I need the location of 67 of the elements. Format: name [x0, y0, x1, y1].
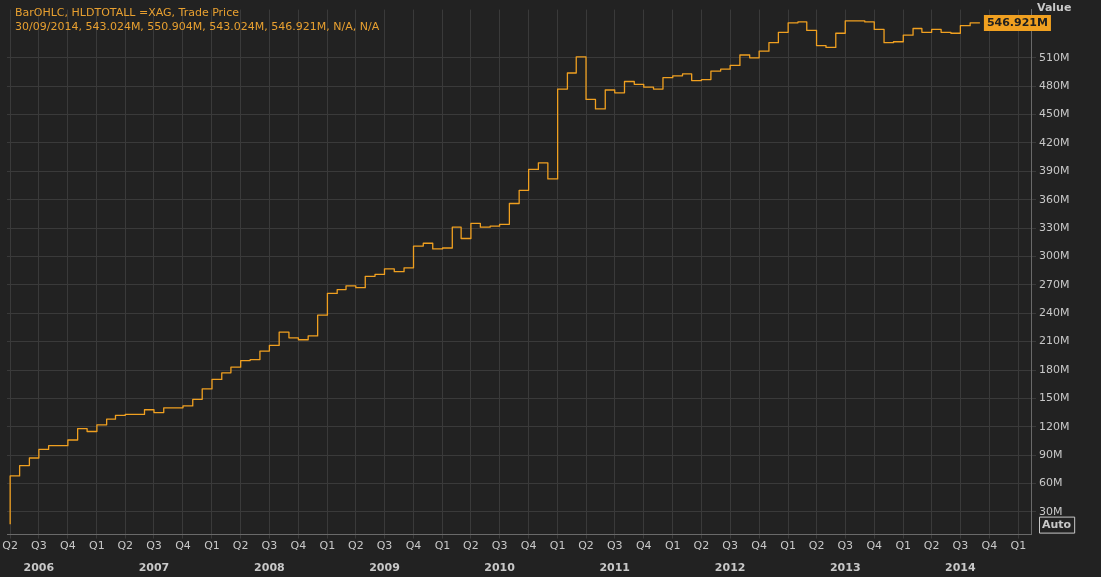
y-tick-label: 30M: [1039, 504, 1063, 518]
x-tick-label: Q2: [463, 539, 479, 553]
x2-tick-label: 2010: [484, 561, 516, 575]
y-tick-label: 210M: [1039, 334, 1070, 348]
x-tick-label: Q4: [175, 539, 191, 553]
x-tick-label: Q4: [635, 539, 652, 553]
x-tick-label: Q1: [434, 539, 451, 553]
x-tick-label: Q2: [347, 539, 364, 553]
x-tick-label: Q1: [1010, 539, 1027, 553]
x-tick-label: Q1: [549, 539, 566, 553]
x-tick-label: Q1: [664, 539, 681, 553]
y-tick-label: 480M: [1039, 79, 1070, 93]
x-tick-label: Q3: [606, 539, 623, 553]
y-axis-title: Value: [1037, 0, 1072, 14]
x2-tick-label: 2008: [254, 561, 285, 575]
x-tick-label: Q4: [751, 539, 767, 553]
data-label: 546.921M: [986, 15, 1048, 29]
y-tick-label: 240M: [1039, 306, 1070, 320]
y-tick-label: 510M: [1039, 50, 1070, 64]
text: Auto: [1042, 517, 1072, 531]
x-tick-label: Q1: [319, 539, 336, 553]
x-tick-label: Q3: [31, 539, 47, 553]
y-tick-label: 330M: [1039, 220, 1070, 234]
x-tick-label: Q2: [693, 539, 710, 553]
x2-tick-label: 2012: [714, 561, 746, 575]
x2-tick-label: 2009: [369, 561, 400, 575]
chart-title: BarOHLC, HLDTOTALL =XAG, Trade Price: [15, 5, 240, 19]
x-tick-label: Q2: [808, 539, 825, 553]
x-tick-label: Q3: [722, 539, 738, 553]
x2-tick-label: 2007: [138, 561, 170, 575]
x-tick-label: Q3: [261, 539, 278, 553]
x-tick-label: Q1: [895, 539, 912, 553]
x-tick-label: Q3: [376, 539, 393, 553]
x-tick-label: Q3: [146, 539, 162, 553]
x-tick-label: Q3: [837, 539, 854, 553]
x-tick-label: Q3: [952, 539, 969, 553]
y-tick-label: 120M: [1039, 419, 1070, 433]
y-tick-label: 360M: [1039, 192, 1070, 206]
x2-tick-label: 2013: [829, 561, 861, 575]
y-tick-label: 150M: [1039, 391, 1070, 405]
x-tick-label: Q1: [780, 539, 796, 553]
x-tick-label: Q2: [923, 539, 940, 553]
x-tick-label: Q4: [981, 539, 998, 553]
x-tick-label: Q2: [578, 539, 594, 553]
x-tick-label: Q2: [117, 539, 134, 553]
x2-tick-label: 2014: [945, 561, 977, 575]
x-tick-label: Q1: [204, 539, 220, 553]
x-tick-label: Q3: [491, 539, 508, 553]
y-tick-label: 420M: [1039, 135, 1070, 149]
y-tick-label: 390M: [1039, 164, 1070, 178]
x-tick-label: Q4: [866, 539, 883, 553]
text: 30/09/2014, 543.024M, 550.904M, 543.024M, 546.921M, N/A, N/A: [15, 19, 380, 33]
x2-tick-label: 2006: [23, 561, 55, 575]
x-tick-label: Q1: [89, 539, 105, 553]
y-tick-label: 450M: [1039, 107, 1070, 121]
x-tick-label: Q2: [2, 539, 18, 553]
x-tick-label: Q4: [405, 539, 422, 553]
y-tick-label: 180M: [1039, 362, 1070, 376]
y-tick-label: 90M: [1039, 448, 1063, 461]
x-tick-label: Q4: [60, 539, 76, 553]
x-tick-label: Q4: [520, 539, 537, 553]
y-tick-label: 60M: [1039, 476, 1063, 490]
y-tick-label: 300M: [1039, 249, 1070, 263]
x-tick-label: Q2: [232, 539, 249, 553]
x2-tick-label: 2011: [599, 561, 631, 575]
y-tick-label: 270M: [1039, 277, 1070, 291]
x-tick-label: Q4: [290, 539, 307, 553]
